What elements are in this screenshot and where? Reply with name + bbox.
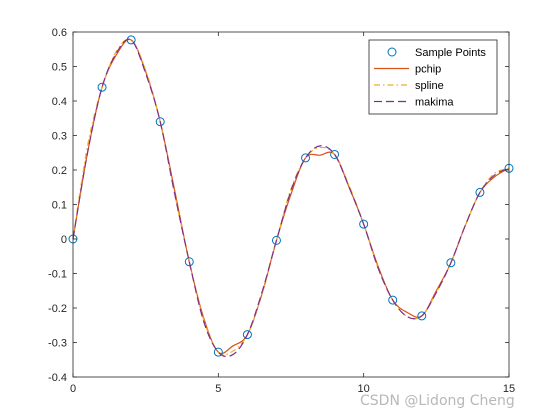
sample-point — [475, 187, 485, 197]
x-tick-label: 0 — [70, 383, 76, 395]
sample-point — [126, 35, 136, 45]
sample-point — [417, 311, 427, 321]
legend: Sample Points pchip spline makima — [368, 39, 498, 115]
y-tick-label: 0.6 — [52, 27, 67, 39]
sample-point — [359, 219, 369, 229]
sample-point — [184, 257, 194, 267]
y-tick-label: -0.2 — [48, 303, 67, 315]
y-tick-label: 0.4 — [52, 96, 67, 108]
y-tick-label: 0.3 — [52, 131, 67, 143]
y-tick-label: -0.1 — [48, 269, 67, 281]
legend-label: Sample Points — [415, 47, 486, 59]
legend-label: makima — [415, 97, 454, 109]
legend-label: pchip — [415, 64, 441, 76]
series-layer — [68, 35, 514, 358]
sample-point — [301, 153, 311, 163]
sample-point — [155, 117, 165, 127]
x-tick-label: 15 — [503, 383, 515, 395]
sample-point — [330, 149, 340, 159]
sample-point — [242, 330, 252, 340]
y-tick-label: 0.5 — [52, 62, 67, 74]
y-tick-label: 0 — [61, 234, 67, 246]
legend-marker — [387, 47, 397, 57]
y-tick-label: 0.1 — [52, 200, 67, 212]
legend-label: spline — [415, 80, 444, 92]
series-line-makima — [72, 38, 510, 358]
y-tick-label: -0.3 — [48, 338, 67, 350]
ticks-layer: 0 5 10 15 -0.4 -0.3 -0.2 -0.1 0 0.1 0.2 0.3 0.4 0.5 0.… — [48, 27, 515, 395]
sample-point — [271, 235, 281, 245]
sample-point — [97, 82, 107, 92]
y-tick-label: -0.4 — [48, 372, 67, 384]
watermark-text: CSDN @Lidong Cheng — [360, 393, 515, 409]
x-tick-label: 5 — [215, 383, 221, 395]
sample-point — [388, 295, 398, 305]
sample-point — [213, 347, 223, 357]
y-tick-label: 0.2 — [52, 165, 67, 177]
sample-point — [446, 258, 456, 268]
x-tick-label: 10 — [358, 383, 370, 395]
